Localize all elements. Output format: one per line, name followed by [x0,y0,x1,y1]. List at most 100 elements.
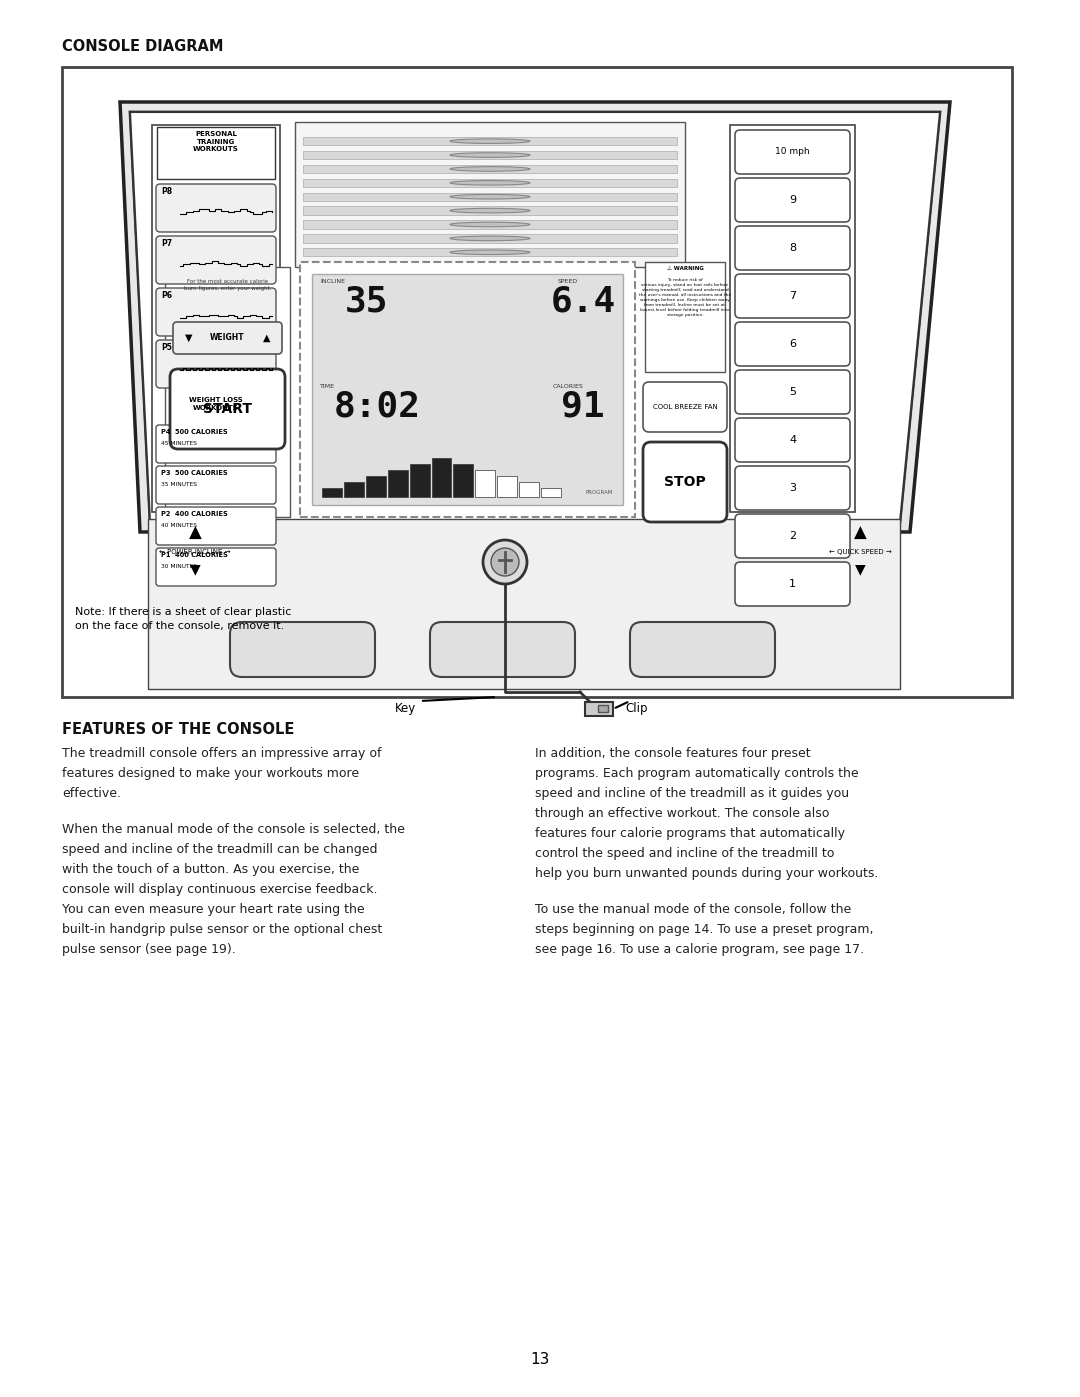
Bar [303,179,677,187]
Text: see page 16. To use a calorie program, see page 17.: see page 16. To use a calorie program, s… [535,943,864,956]
Circle shape [491,548,519,576]
Text: P6: P6 [161,291,172,300]
Text: 91: 91 [562,390,605,423]
Bar [303,151,677,159]
Bar [366,476,386,497]
FancyBboxPatch shape [735,370,850,414]
Text: To use the manual mode of the console, follow the: To use the manual mode of the console, f… [535,902,851,916]
Bar [322,488,342,497]
FancyBboxPatch shape [430,622,575,678]
Text: pulse sensor (see page 19).: pulse sensor (see page 19). [62,943,235,956]
Text: built-in handgrip pulse sensor or the optional chest: built-in handgrip pulse sensor or the op… [62,923,382,936]
Circle shape [483,541,527,584]
Bar [585,703,613,717]
FancyBboxPatch shape [735,177,850,222]
Text: 8:02: 8:02 [334,390,420,423]
FancyBboxPatch shape [156,425,276,462]
Text: WEIGHT LOSS
WORKOUTS: WEIGHT LOSS WORKOUTS [189,397,243,411]
FancyBboxPatch shape [735,226,850,270]
Text: console will display continuous exercise feedback.: console will display continuous exercise… [62,883,378,895]
Text: 4: 4 [788,434,796,446]
Text: Key: Key [395,703,416,715]
Ellipse shape [450,236,530,240]
Bar [303,165,677,173]
Bar [541,488,561,497]
Text: PERSONAL
TRAINING
WORKOUTS: PERSONAL TRAINING WORKOUTS [193,131,239,152]
Text: 8: 8 [788,243,796,253]
FancyBboxPatch shape [170,369,285,448]
Text: 5: 5 [789,387,796,397]
Bar [409,464,430,497]
Text: FEATURES OF THE CONSOLE: FEATURES OF THE CONSOLE [62,722,295,738]
Bar [62,67,1012,697]
Polygon shape [130,112,940,522]
Text: 35: 35 [346,284,389,319]
Text: through an effective workout. The console also: through an effective workout. The consol… [535,807,829,820]
Bar [519,482,539,497]
Text: INCLINE: INCLINE [320,279,345,284]
FancyBboxPatch shape [643,441,727,522]
Text: Note: If there is a sheet of clear plastic
on the face of the console, remove it: Note: If there is a sheet of clear plast… [75,608,292,631]
FancyBboxPatch shape [735,321,850,366]
Text: P3  500 CALORIES: P3 500 CALORIES [161,469,228,476]
Bar [497,476,517,497]
Text: features four calorie programs that automatically: features four calorie programs that auto… [535,827,845,840]
Text: P4  500 CALORIES: P4 500 CALORIES [161,429,228,434]
Text: ▼: ▼ [190,562,200,576]
Text: 9: 9 [788,196,796,205]
Polygon shape [120,102,950,532]
Text: 2: 2 [788,531,796,541]
Ellipse shape [450,138,530,144]
FancyBboxPatch shape [735,562,850,606]
FancyBboxPatch shape [156,184,276,232]
Text: ▲: ▲ [189,524,201,542]
FancyBboxPatch shape [735,514,850,557]
Bar [312,274,623,504]
Text: ← POWER INCLINE →: ← POWER INCLINE → [159,549,231,555]
FancyBboxPatch shape [735,418,850,462]
Ellipse shape [450,180,530,186]
FancyBboxPatch shape [156,236,276,284]
FancyBboxPatch shape [156,288,276,337]
Bar [303,207,677,215]
Bar [303,137,677,145]
Text: programs. Each program automatically controls the: programs. Each program automatically con… [535,767,859,780]
Text: SPEED: SPEED [558,279,578,284]
Bar [645,263,725,372]
Text: ⚠ WARNING: ⚠ WARNING [666,265,703,271]
Text: effective.: effective. [62,787,121,800]
Text: To reduce risk of
serious injury, stand on foot rails before
starting treadmill;: To reduce risk of serious injury, stand … [639,278,731,317]
Bar [303,193,677,201]
Text: P7: P7 [161,239,172,249]
Ellipse shape [450,208,530,212]
Text: 6.4: 6.4 [551,284,616,319]
Text: The treadmill console offers an impressive array of: The treadmill console offers an impressi… [62,747,381,760]
Text: with the touch of a button. As you exercise, the: with the touch of a button. As you exerc… [62,863,360,876]
Text: P5: P5 [161,344,172,352]
Polygon shape [130,112,940,522]
Text: START: START [203,402,252,416]
Bar [303,249,677,257]
FancyBboxPatch shape [735,467,850,510]
Text: control the speed and incline of the treadmill to: control the speed and incline of the tre… [535,847,835,861]
Bar [148,520,900,689]
FancyBboxPatch shape [156,548,276,585]
Text: 30 MINUTES: 30 MINUTES [161,564,197,569]
Ellipse shape [450,250,530,254]
Text: 6: 6 [789,339,796,349]
Ellipse shape [450,222,530,226]
Bar [303,221,677,229]
FancyBboxPatch shape [735,274,850,319]
FancyBboxPatch shape [630,622,775,678]
Text: CONSOLE DIAGRAM: CONSOLE DIAGRAM [62,39,224,54]
Bar [152,124,280,511]
Ellipse shape [450,194,530,198]
Text: TIME: TIME [320,384,335,390]
Text: P1  400 CALORIES: P1 400 CALORIES [161,552,228,557]
Text: ▲: ▲ [262,332,270,344]
Text: 13: 13 [530,1352,550,1368]
FancyBboxPatch shape [156,507,276,545]
Text: COOL BREEZE FAN: COOL BREEZE FAN [652,404,717,409]
Text: 10 mph: 10 mph [775,148,810,156]
Text: 3: 3 [789,483,796,493]
